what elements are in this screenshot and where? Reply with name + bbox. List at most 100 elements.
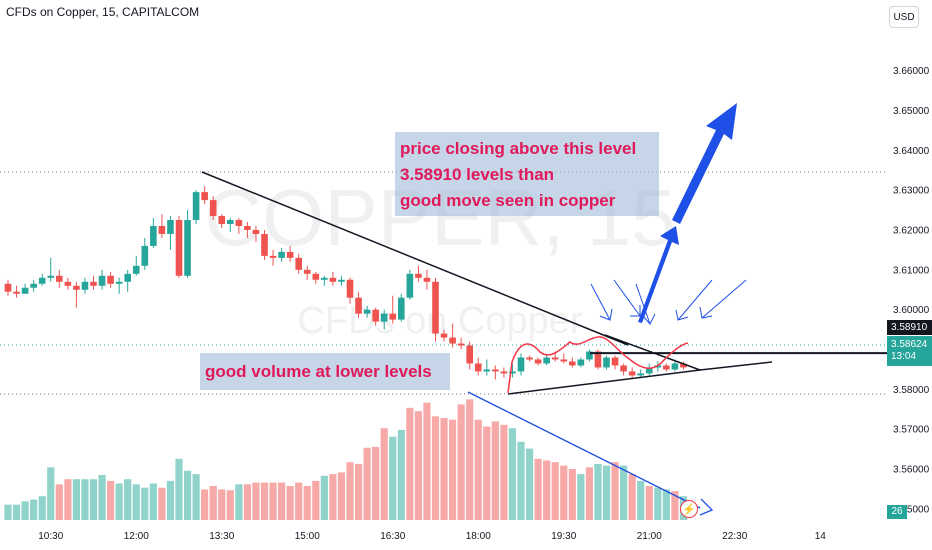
volume-bar (124, 479, 132, 520)
candle (150, 218, 157, 248)
candle-body (107, 275, 114, 284)
time-tick-label: 21:00 (637, 531, 662, 542)
candle (278, 247, 285, 262)
candle-body (329, 277, 337, 282)
candle-body (286, 251, 294, 258)
volume-bar (166, 480, 175, 520)
candle-body (321, 277, 328, 280)
candle (141, 237, 149, 270)
time-tick-label: 15:00 (295, 531, 320, 542)
volume-bars (4, 399, 688, 520)
candle (81, 277, 89, 294)
candle-body (415, 273, 422, 278)
candle-body (680, 363, 687, 368)
candle (577, 357, 585, 368)
candle (312, 271, 320, 284)
price-annotation-line: good move seen in copper (400, 191, 616, 210)
volume-bar (354, 463, 363, 520)
candle (235, 218, 243, 234)
candle (4, 279, 12, 296)
candle-body (98, 275, 106, 286)
candle (38, 273, 46, 286)
candle-body (73, 285, 80, 290)
volume-bar (269, 482, 277, 520)
volume-bar (389, 436, 397, 520)
candle (628, 367, 636, 378)
candle (201, 186, 208, 205)
volume-bar (295, 482, 303, 520)
candle (389, 295, 397, 324)
volume-bar (449, 419, 457, 520)
price-annotation-line: price closing above this level (400, 139, 637, 158)
volume-bar (474, 419, 482, 520)
candle-body (21, 287, 29, 294)
price-tick-label: 3.64000 (893, 146, 930, 157)
candle (645, 363, 653, 376)
volume-bar (500, 424, 508, 520)
volume-bar (568, 469, 576, 520)
volume-bar (209, 486, 217, 520)
candle-body (115, 281, 123, 284)
time-tick-label: 22:30 (722, 531, 747, 542)
volume-bar (243, 484, 251, 520)
volume-bar (543, 460, 551, 520)
candle-body (603, 357, 610, 368)
candle-body (269, 255, 277, 258)
price-tick-label: 3.62000 (893, 225, 930, 236)
candle (329, 271, 337, 286)
volume-bar (89, 479, 98, 520)
candle-body (406, 273, 414, 298)
candle (432, 277, 439, 342)
volume-bar (645, 486, 653, 520)
volume-bar (551, 462, 559, 520)
candle (47, 257, 55, 282)
candle (192, 190, 200, 224)
price-axis[interactable]: 3.66000 3.65000 3.64000 3.63000 3.62000 3.610… (893, 66, 930, 515)
candle-body (338, 279, 345, 282)
candle (569, 357, 576, 368)
volume-bar (278, 482, 286, 520)
volume-bar (397, 429, 405, 520)
drawings[interactable] (201, 103, 773, 516)
time-tick-label: 19:30 (551, 531, 576, 542)
candle-body (346, 279, 354, 298)
volume-bar (483, 426, 491, 520)
volume-bar (12, 504, 21, 520)
candle-body (90, 281, 97, 286)
candle (680, 361, 687, 370)
candle-body (398, 297, 405, 320)
volume-value-badge: 26 (887, 505, 907, 519)
lightning-icon[interactable]: ⚡ (680, 500, 698, 518)
candle-body (158, 225, 166, 234)
big-up-arrow-2 (672, 103, 737, 224)
volume-bar (594, 463, 602, 520)
volume-bar (431, 416, 440, 520)
candle-body (244, 225, 251, 230)
candle-body (303, 269, 311, 274)
volume-bar (226, 490, 234, 520)
candle-body (201, 192, 208, 201)
time-tick-label: 18:00 (466, 531, 491, 542)
volume-annotation: good volume at lower levels (200, 353, 450, 390)
candle-body (423, 277, 431, 282)
volume-bar (201, 489, 209, 520)
volume-bar (286, 486, 294, 520)
candle-body (192, 192, 200, 221)
candle-body (227, 220, 234, 224)
candle (158, 214, 166, 238)
volume-bar (175, 458, 183, 520)
candle-body (167, 220, 174, 234)
time-axis[interactable]: 10:30 12:00 13:30 15:00 16:30 18:00 19:30 21:00… (38, 531, 932, 542)
candle-body (620, 365, 627, 372)
volume-bar (260, 482, 269, 520)
volume-bar (55, 484, 63, 520)
volume-bar (466, 399, 474, 520)
current-price: 3.58624 (891, 339, 928, 350)
candle (175, 216, 183, 278)
volume-bar (141, 487, 149, 520)
volume-bar (406, 407, 414, 520)
candle (372, 307, 379, 326)
volume-bar (132, 484, 140, 520)
currency-button[interactable]: USD (889, 6, 919, 28)
